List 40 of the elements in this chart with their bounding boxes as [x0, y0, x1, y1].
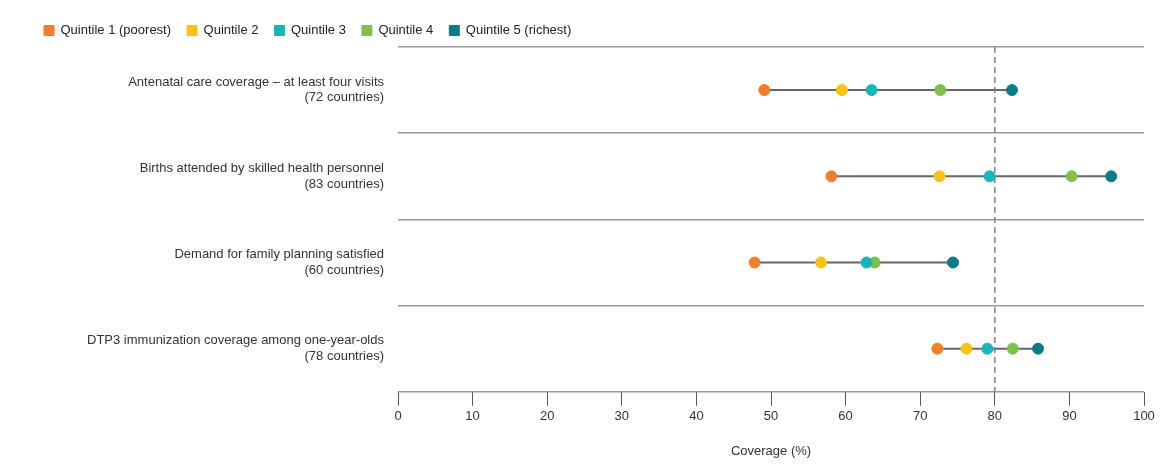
- x-tick-label: 20: [539, 408, 555, 424]
- point: [860, 256, 873, 269]
- x-tick-label: 30: [614, 408, 630, 424]
- x-tick-label: 100: [1133, 408, 1155, 424]
- point: [814, 256, 827, 269]
- point: [960, 342, 973, 355]
- y-tick-label: DTP3 immunization coverage among one-year-olds (78 countries): [87, 332, 385, 364]
- y-tick-label: Demand for family planning satisfied (60 countries): [174, 246, 384, 277]
- legend-label: Quintile 5 (richest): [465, 22, 572, 38]
- legend-label: Quintile 2: [203, 22, 259, 38]
- point: [933, 170, 946, 183]
- y-tick-label: Antenatal care coverage – at least four visits (72 countries): [128, 73, 385, 105]
- point: [1065, 170, 1078, 183]
- point: [748, 256, 761, 269]
- point: [1005, 84, 1018, 97]
- x-tick-label: 10: [465, 408, 480, 424]
- y-tick-label: Births attended by skilled health personnel (83 countries): [139, 160, 385, 191]
- point: [865, 84, 878, 97]
- point: [934, 84, 947, 97]
- point: [825, 170, 838, 183]
- legend-label: Quintile 3: [290, 22, 346, 38]
- x-tick-label: 0: [394, 408, 402, 424]
- point: [1105, 170, 1118, 183]
- x-tick-label: 70: [912, 408, 928, 424]
- point: [931, 342, 944, 355]
- point: [758, 84, 771, 97]
- point: [947, 256, 960, 269]
- legend-label: Quintile 1 (poorest): [60, 22, 172, 38]
- point: [1032, 342, 1045, 355]
- point: [983, 170, 996, 183]
- point: [1006, 342, 1019, 355]
- x-tick-label: 50: [763, 408, 779, 424]
- point: [835, 84, 848, 97]
- x-tick-label: 90: [1062, 408, 1077, 424]
- x-tick-label: 60: [838, 408, 853, 424]
- x-axis-title: Coverage (%): [730, 442, 812, 458]
- legend-label: Quintile 4: [378, 22, 434, 38]
- x-tick-label: 40: [689, 408, 704, 424]
- point: [981, 342, 994, 355]
- x-tick-label: 80: [987, 408, 1003, 424]
